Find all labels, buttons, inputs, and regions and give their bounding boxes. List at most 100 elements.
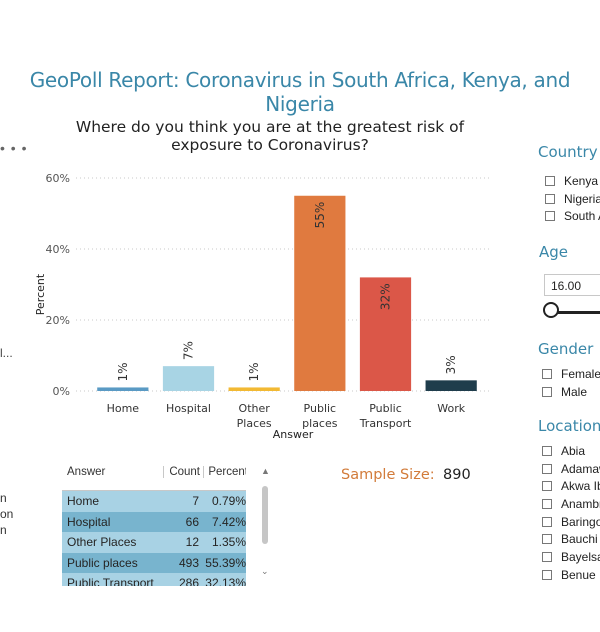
cell-count: 286 bbox=[178, 576, 199, 586]
chart-title-line-2: exposure to Coronavirus? bbox=[171, 136, 369, 154]
data-label: 55% bbox=[313, 202, 327, 229]
y-axis-label: Percent bbox=[34, 273, 47, 315]
header-answer[interactable]: Answer ▲ bbox=[67, 466, 106, 478]
data-label: 1% bbox=[116, 362, 130, 381]
bar[interactable] bbox=[162, 366, 215, 391]
left-panel-truncated-text: l... bbox=[0, 346, 13, 360]
location-option[interactable]: Anambr bbox=[542, 495, 600, 513]
checkbox[interactable] bbox=[545, 175, 555, 186]
checkbox[interactable] bbox=[542, 498, 552, 509]
checkbox[interactable] bbox=[542, 445, 552, 456]
country-option[interactable]: Kenya bbox=[545, 172, 600, 190]
x-tick-label: places bbox=[302, 417, 338, 430]
location-option[interactable]: Baringo bbox=[542, 513, 600, 531]
scroll-up-icon[interactable]: ▲ bbox=[261, 466, 270, 476]
age-input[interactable]: 16.00 bbox=[544, 274, 600, 296]
checkbox[interactable] bbox=[542, 516, 552, 527]
x-tick-label: Transport bbox=[359, 417, 412, 430]
checkbox[interactable] bbox=[542, 481, 552, 492]
report-title: GeoPoll Report: Coronavirus in South Afr… bbox=[29, 68, 571, 116]
cell-answer: Public places bbox=[67, 555, 138, 570]
location-option[interactable]: Akwa Ib bbox=[542, 477, 600, 495]
checkbox[interactable] bbox=[545, 193, 555, 204]
location-slicer: Abia Adamaw Akwa Ib Anambr Baringo Bauch… bbox=[542, 442, 600, 584]
table-header: Answer ▲ Count Percent bbox=[62, 466, 246, 491]
x-tick-label: Hospital bbox=[166, 402, 211, 415]
checkbox[interactable] bbox=[542, 368, 552, 379]
table-row[interactable]: Home 7 0.79% bbox=[62, 491, 246, 512]
table-row[interactable]: Public Transport 286 32.13% bbox=[62, 573, 246, 586]
location-option[interactable]: Bayelsa bbox=[542, 548, 600, 566]
age-slicer-title: Age bbox=[539, 243, 569, 261]
left-fragment-line: n bbox=[0, 491, 7, 505]
data-label: 3% bbox=[444, 355, 458, 374]
location-option[interactable]: Benue bbox=[542, 566, 600, 584]
y-tick-label: 60% bbox=[46, 172, 70, 185]
header-percent[interactable]: Percent bbox=[203, 466, 246, 478]
x-tick-label: Public bbox=[369, 402, 402, 415]
table-scrollbar-thumb[interactable] bbox=[262, 486, 268, 544]
country-option[interactable]: South A bbox=[545, 207, 600, 225]
bar[interactable] bbox=[294, 195, 346, 391]
cell-answer: Other Places bbox=[67, 535, 137, 550]
gender-option[interactable]: Male bbox=[542, 383, 600, 401]
location-slicer-title: Location bbox=[538, 417, 600, 435]
cell-answer: Public Transport bbox=[67, 576, 154, 586]
y-tick-label: 0% bbox=[53, 385, 70, 398]
cell-answer: Home bbox=[67, 494, 100, 509]
cell-percent: 7.42% bbox=[211, 514, 246, 529]
country-option[interactable]: Nigeria bbox=[545, 190, 600, 208]
location-option[interactable]: Bauchi bbox=[542, 530, 600, 548]
x-tick-label: Other bbox=[239, 402, 271, 415]
header-count[interactable]: Count bbox=[163, 466, 203, 478]
data-label: 1% bbox=[247, 362, 261, 381]
bar[interactable] bbox=[425, 380, 477, 391]
table-row[interactable]: Hospital 66 7.42% bbox=[62, 511, 246, 532]
location-option[interactable]: Adamaw bbox=[542, 460, 600, 478]
x-tick-label: Work bbox=[437, 402, 465, 415]
scroll-down-icon[interactable]: ⌄ bbox=[261, 566, 269, 576]
country-slicer-title: Country bbox=[538, 143, 598, 161]
country-slicer: Kenya Nigeria South A bbox=[545, 172, 600, 225]
data-label: 32% bbox=[379, 283, 393, 310]
cell-percent: 32.13% bbox=[205, 576, 246, 586]
chart-title: Where do you think you are at the greate… bbox=[60, 118, 480, 154]
checkbox[interactable] bbox=[542, 386, 552, 397]
x-axis-label: Answer bbox=[273, 428, 314, 441]
table-row[interactable]: Public places 493 55.39% bbox=[62, 552, 246, 573]
gender-slicer-title: Gender bbox=[538, 340, 594, 358]
gender-slicer: Female Male bbox=[542, 365, 600, 400]
cell-count: 7 bbox=[192, 494, 199, 509]
bar[interactable] bbox=[359, 277, 412, 391]
gender-option[interactable]: Female bbox=[542, 365, 600, 383]
cell-count: 12 bbox=[185, 535, 199, 550]
age-slider-track[interactable] bbox=[552, 311, 600, 314]
cell-count: 66 bbox=[185, 514, 199, 529]
bar-chart[interactable]: 0% 20% 40% 60% Percent 1% Home 7% Hospital 1% Othe… bbox=[0, 160, 530, 445]
x-tick-label: Public bbox=[304, 402, 337, 415]
checkbox[interactable] bbox=[545, 211, 555, 222]
cell-percent: 1.35% bbox=[211, 535, 246, 550]
chart-title-line-1: Where do you think you are at the greate… bbox=[75, 118, 465, 136]
cell-count: 493 bbox=[178, 555, 199, 570]
data-label: 7% bbox=[182, 341, 196, 360]
more-options-icon[interactable]: • • • bbox=[0, 140, 28, 156]
y-tick-label: 20% bbox=[46, 314, 70, 327]
bar[interactable] bbox=[97, 387, 149, 391]
data-table[interactable]: Answer ▲ Count Percent Home 7 0.79% Hosp… bbox=[62, 466, 246, 586]
checkbox[interactable] bbox=[542, 551, 552, 562]
location-option[interactable]: Abia bbox=[542, 442, 600, 460]
checkbox[interactable] bbox=[542, 534, 552, 545]
cell-answer: Hospital bbox=[67, 514, 111, 529]
bar[interactable] bbox=[228, 387, 280, 391]
age-slider-handle[interactable] bbox=[543, 302, 559, 318]
checkbox[interactable] bbox=[542, 463, 552, 474]
x-tick-label: Home bbox=[107, 402, 140, 415]
cell-percent: 55.39% bbox=[205, 555, 246, 570]
left-panel-fragments: n on n bbox=[0, 490, 13, 538]
table-row[interactable]: Other Places 12 1.35% bbox=[62, 532, 246, 553]
y-tick-label: 40% bbox=[46, 243, 70, 256]
checkbox[interactable] bbox=[542, 569, 552, 580]
left-fragment-line: n bbox=[0, 523, 7, 537]
left-fragment-line: on bbox=[0, 507, 14, 521]
